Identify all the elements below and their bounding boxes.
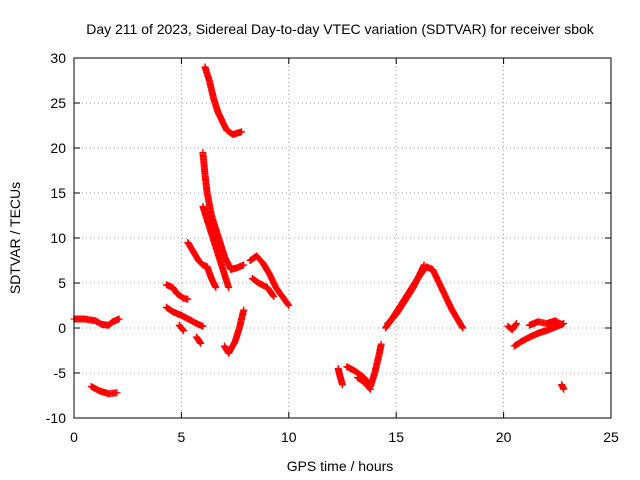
y-tick-label: -5	[54, 365, 67, 381]
series-arc-10	[201, 63, 245, 138]
series-arc-16	[354, 374, 374, 393]
data-marker-trail	[334, 365, 346, 389]
data-marker-trail	[175, 321, 187, 335]
data-marker-trail	[558, 381, 568, 393]
x-axis-label: GPS time / hours	[287, 458, 394, 474]
series-arc-22	[558, 381, 568, 393]
y-tick-label: 25	[50, 95, 66, 111]
data-marker-trail	[354, 374, 374, 393]
series-arc-13	[248, 275, 278, 300]
y-tick-label: 30	[50, 50, 66, 66]
chart-title: Day 211 of 2023, Sidereal Day-to-day VTE…	[86, 21, 595, 37]
series-arc-4	[162, 303, 207, 330]
data-marker-trail	[384, 261, 428, 327]
data-marker-trail	[199, 149, 248, 273]
data-marker-trail	[192, 333, 205, 347]
data-marker-trail	[184, 239, 220, 291]
data-marker-trail	[248, 275, 278, 300]
series-arc-2	[87, 383, 121, 398]
series-arc-6	[192, 333, 205, 347]
data-points	[70, 63, 568, 398]
x-tick-label: 10	[281, 429, 297, 445]
data-marker-trail	[201, 63, 245, 138]
data-marker-trail	[162, 303, 207, 330]
y-axis-label: SDTVAR / TECUs	[7, 182, 23, 294]
data-marker-trail	[199, 203, 233, 291]
series-arc-19	[504, 320, 520, 334]
x-tick-label: 20	[496, 429, 512, 445]
y-tick-label: 20	[50, 140, 66, 156]
axis-ticks	[73, 57, 612, 419]
data-marker-trail	[246, 252, 293, 309]
x-tick-label: 0	[70, 429, 78, 445]
x-tick-label: 5	[178, 429, 186, 445]
series-arc-11	[220, 306, 248, 357]
series-arc-3	[162, 281, 192, 303]
y-tick-label: 0	[58, 320, 66, 336]
series-arc-12	[246, 252, 293, 309]
series-arc-18	[384, 261, 428, 327]
data-marker-trail	[525, 317, 566, 329]
y-tick-label: 5	[58, 275, 66, 291]
tick-labels: 0 5 10 15 20 25 -10 -5 0 5 10 15 20 25 30	[46, 50, 619, 445]
data-marker-trail	[87, 383, 121, 398]
series-arc-9	[199, 203, 233, 291]
series-arc-8	[199, 149, 248, 273]
series-arc-5	[175, 321, 187, 335]
x-tick-label: 25	[603, 429, 619, 445]
y-tick-label: -10	[46, 410, 66, 426]
data-marker-trail	[220, 306, 248, 357]
y-tick-label: 10	[50, 230, 66, 246]
y-tick-label: 15	[50, 185, 66, 201]
data-marker-trail	[504, 320, 520, 334]
data-marker-trail	[162, 281, 192, 303]
series-arc-14	[334, 365, 346, 389]
series-arc-7	[184, 239, 220, 291]
series-arc-21	[525, 317, 566, 329]
x-tick-label: 15	[388, 429, 404, 445]
